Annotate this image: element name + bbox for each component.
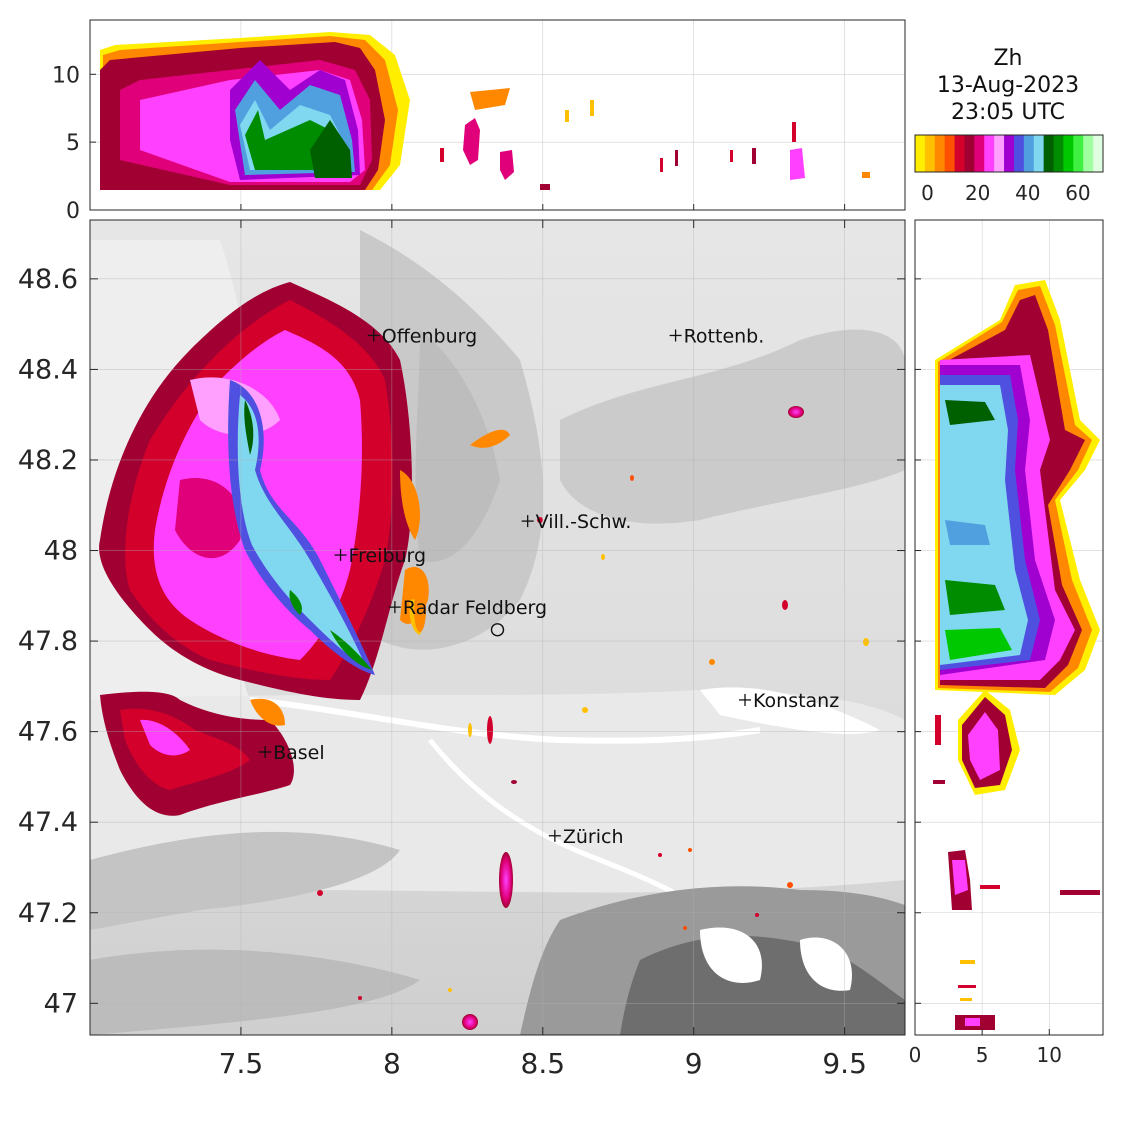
radar-site-marker [490,623,505,637]
colorbar-swatch [994,135,1005,172]
city-label: Radar Feldberg [403,597,547,619]
colorbar-tick-label: 40 [1015,181,1040,205]
colorbar [915,135,1104,172]
city-label: Offenburg [382,325,477,347]
lat-tick-label: 47.8 [18,626,78,657]
top-z-tick-label: 0 [66,199,80,224]
city-label: Vill.-Schw. [536,511,632,533]
city-radar-feldberg: Radar Feldberg [388,597,547,619]
lat-tick-label: 48.2 [18,445,78,476]
title-variable: Zh [993,46,1022,71]
legend-block: Zh 13-Aug-2023 23:05 UTC 0 20 40 60 [914,46,1104,205]
right-panel-frame [914,219,1104,1036]
colorbar-swatch [1063,135,1074,172]
city-markers: Offenburg Rottenb. Vill.-Schw. Freiburg Rada… [259,325,839,848]
colorbar-swatch [915,135,926,172]
city-vill-schw-: Vill.-Schw. [521,511,632,533]
lat-tick-label: 47 [44,988,78,1019]
colorbar-tick-label: 60 [1065,181,1090,205]
colorbar-swatch [984,135,995,172]
right-z-tick-label: 10 [1037,1043,1062,1067]
top-panel-frame [89,19,906,211]
colorbar-swatch [954,135,965,172]
colorbar-swatch [1073,135,1084,172]
colorbar-swatch [1093,135,1104,172]
city-basel: Basel [259,742,325,764]
colorbar-swatch [1013,135,1025,172]
colorbar-tick-label: 20 [965,181,990,205]
reflectivity-echoes [99,282,869,1030]
colorbar-swatch [944,135,956,172]
right-cross-section: 0 5 10 [909,219,1104,1067]
right-echoes [933,280,1100,1030]
lat-tick-label: 47.2 [18,898,78,929]
lat-tick-label: 48 [44,536,78,567]
main-map-frame [89,219,906,1036]
title-time: 23:05 UTC [951,100,1065,125]
top-axis-ticks: 10 5 0 [52,63,846,224]
city-label: Zürich [563,826,624,848]
lat-tick-label: 48.6 [18,264,78,295]
colorbar-swatch [1053,135,1064,172]
colorbar-swatch [974,135,985,172]
colorbar-swatch [924,135,936,172]
city-z-rich: Zürich [548,826,624,848]
city-label: Basel [273,742,325,764]
right-z-tick-label: 0 [909,1043,922,1067]
colorbar-swatch [964,135,975,172]
lat-tick-label: 48.4 [18,354,78,385]
city-label: Konstanz [753,690,839,712]
city-label: Freiburg [349,545,427,567]
city-freiburg: Freiburg [334,545,427,567]
main-grid [90,220,905,1035]
colorbar-swatch [934,135,946,172]
right-z-tick-label: 5 [976,1043,989,1067]
lon-tick-label: 9.5 [822,1047,867,1080]
top-z-tick-label: 10 [52,63,80,88]
main-axis-ticks: 7.5 8 8.5 9 9.5 48.6 48.4 48.2 48 47.8 47.6 47.4 47.… [18,220,905,1080]
lat-tick-label: 47.6 [18,717,78,748]
right-axis-ticks: 0 5 10 [909,278,1062,1067]
colorbar-ticks: 0 20 40 60 [921,181,1090,205]
city-konstanz: Konstanz [739,690,839,712]
lon-tick-label: 8.5 [521,1047,566,1080]
colorbar-frame [914,134,1104,173]
city-label: Rottenb. [684,325,765,347]
top-z-tick-label: 5 [66,131,80,156]
title-date: 13-Aug-2023 [937,73,1079,98]
city-offenburg: Offenburg [367,325,477,347]
lon-tick-label: 8 [383,1047,401,1080]
colorbar-swatch [1083,135,1094,172]
lon-tick-label: 7.5 [219,1047,264,1080]
colorbar-swatch [1023,135,1035,172]
lat-tick-label: 47.4 [18,807,78,838]
main-map: 7.5 8 8.5 9 9.5 48.6 48.4 48.2 48 47.8 47.6 47.4 47.… [18,219,906,1080]
colorbar-swatch [1033,135,1045,172]
colorbar-swatch [1043,135,1055,172]
top-cross-section: 10 5 0 [52,19,906,224]
top-echoes [100,32,870,190]
lon-tick-label: 9 [685,1047,703,1080]
city-rottenb-: Rottenb. [669,325,765,347]
colorbar-tick-label: 0 [921,181,934,205]
colorbar-swatch [1004,135,1015,172]
